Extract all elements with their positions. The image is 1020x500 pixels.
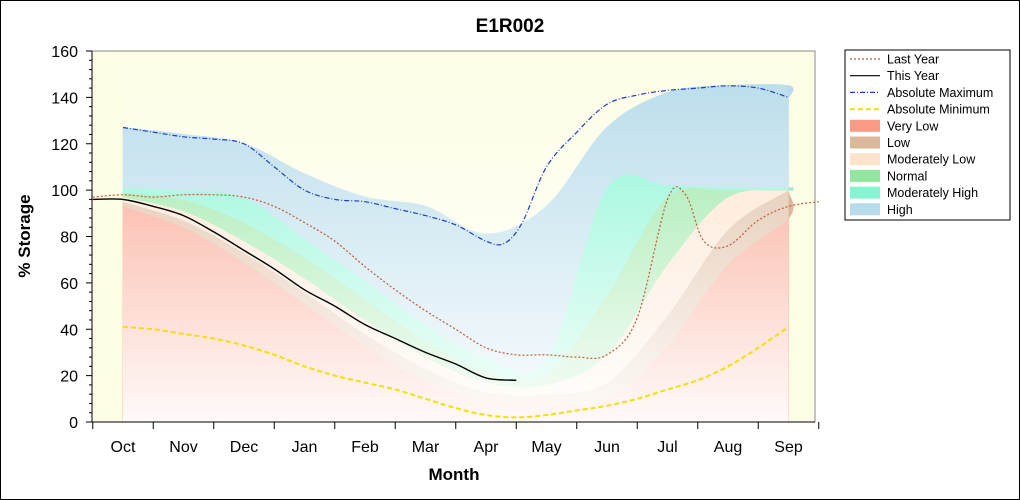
x-tick-label: Feb (351, 439, 379, 456)
y-tick-label: 60 (60, 276, 78, 293)
legend-label: Moderately High (887, 186, 978, 200)
lines-layer (92, 85, 819, 419)
y-axis-title: % Storage (15, 194, 34, 277)
legend-swatch (850, 136, 880, 149)
legend-swatch (850, 203, 880, 216)
series-absolute-minimum (122, 325, 790, 419)
x-tick-label: Mar (412, 439, 440, 456)
x-axis: Oct Nov Dec Jan Feb Mar Apr May Jun Jul Aug Sep (92, 421, 820, 456)
y-tick-label: 160 (51, 44, 78, 61)
y-axis: 0 20 40 60 80 100 120 140 160 (51, 44, 93, 432)
series-this-year (92, 198, 517, 381)
band-fade-overlay (123, 51, 789, 422)
legend-label: Low (887, 136, 911, 150)
legend-label: Absolute Maximum (887, 86, 993, 100)
legend-label: Normal (887, 169, 927, 183)
x-tick-label: Jun (594, 439, 620, 456)
y-tick-label: 20 (60, 369, 78, 386)
y-tick-label: 80 (60, 230, 78, 247)
legend-label: This Year (887, 69, 939, 83)
x-tick-label: Apr (474, 439, 500, 456)
bands-layer (122, 51, 794, 423)
x-tick-label: Jul (657, 439, 677, 456)
legend-swatch (850, 186, 880, 199)
x-axis-title: Month (429, 465, 480, 484)
legend-swatch (850, 153, 880, 166)
series-absolute-maximum (122, 85, 789, 246)
y-tick-label: 140 (51, 90, 78, 107)
x-tick-label: May (531, 439, 561, 456)
legend-label: Very Low (887, 119, 939, 133)
legend-label: High (887, 203, 913, 217)
legend-swatch (850, 169, 880, 182)
x-tick-label: Oct (111, 439, 136, 456)
y-tick-label: 40 (60, 322, 78, 339)
chart-title: E1R002 (476, 16, 545, 37)
x-tick-label: Aug (714, 439, 742, 456)
x-tick-label: Jan (292, 439, 318, 456)
legend: Last Year This Year Absolute Maximum Absolu… (844, 49, 1011, 221)
x-tick-label: Sep (774, 439, 803, 456)
y-tick-label: 0 (69, 415, 78, 432)
y-tick-label: 120 (51, 137, 78, 154)
legend-label: Absolute Minimum (887, 103, 990, 117)
legend-label: Moderately Low (887, 153, 976, 167)
legend-label: Last Year (887, 53, 939, 67)
legend-swatch (850, 119, 880, 132)
x-tick-label: Nov (169, 439, 197, 456)
y-tick-label: 100 (51, 183, 78, 200)
x-tick-label: Dec (230, 439, 258, 456)
